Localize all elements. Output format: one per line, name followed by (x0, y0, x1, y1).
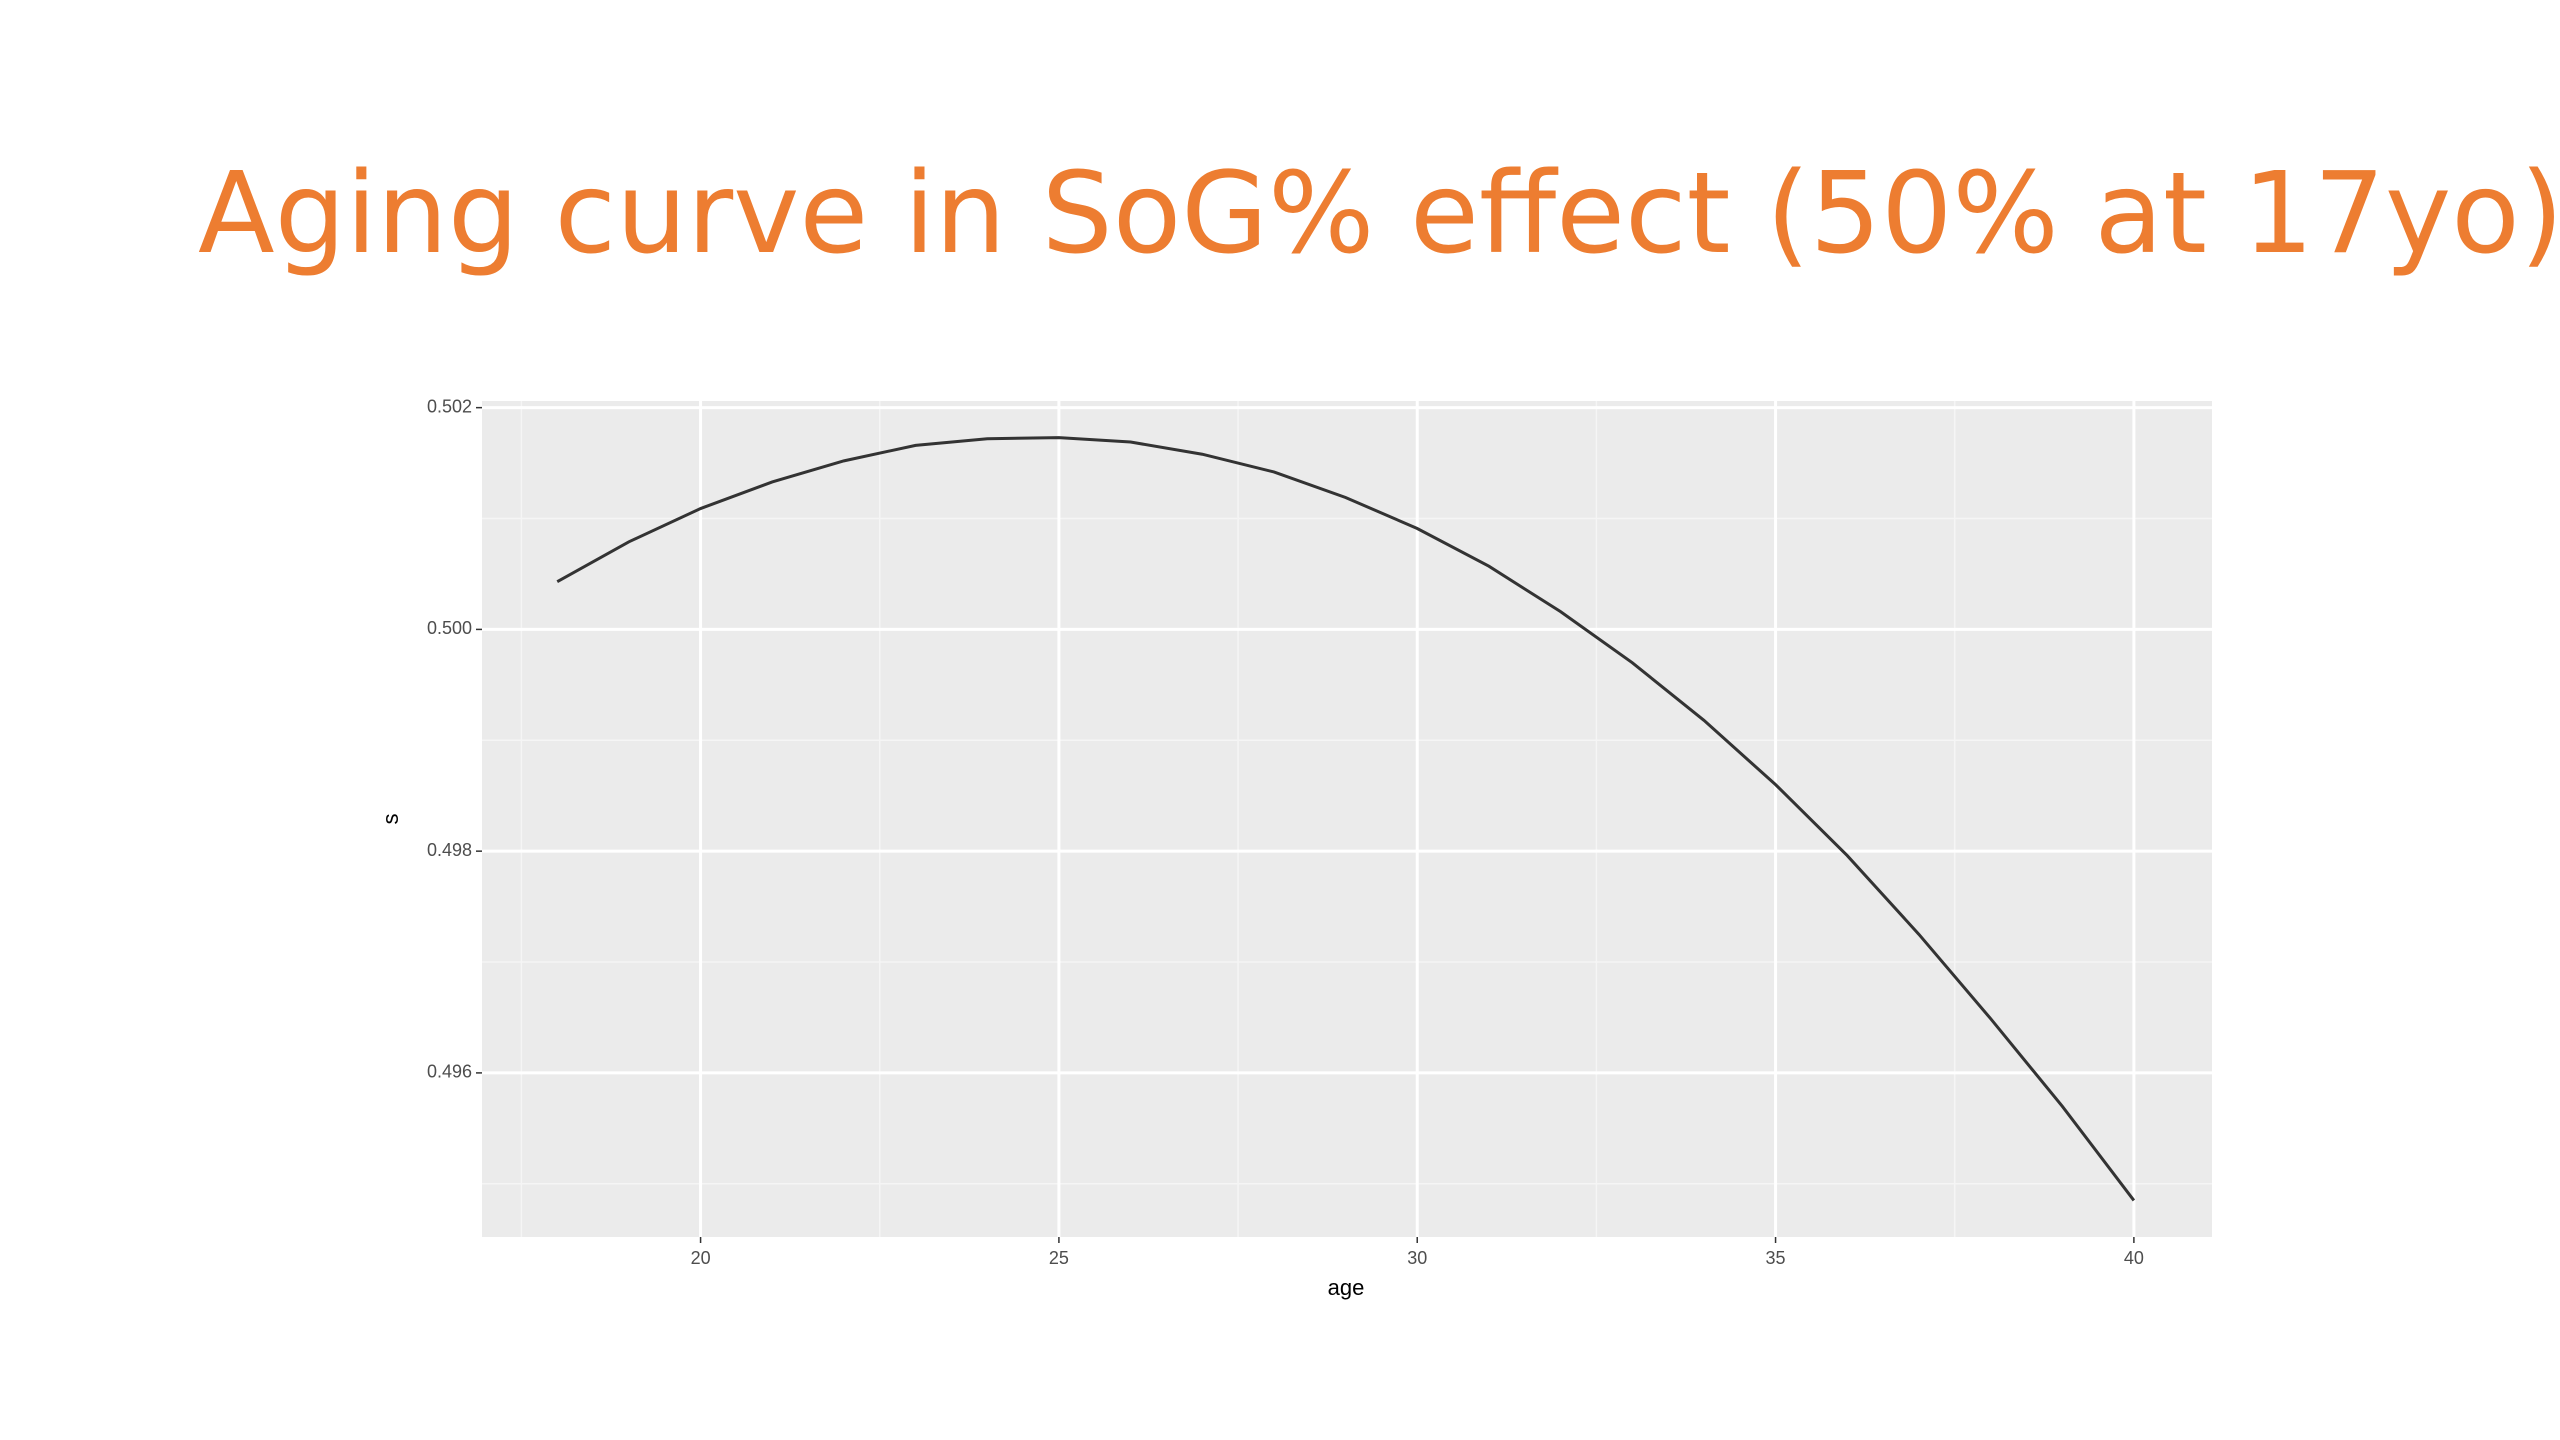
y-tick-label: 0.500 (427, 618, 472, 638)
x-tick-label: 30 (1407, 1248, 1427, 1268)
x-tick-label: 35 (1766, 1248, 1786, 1268)
y-tick-label: 0.496 (427, 1062, 472, 1082)
data-line (556, 436, 2136, 1202)
x-tick-label: 40 (2124, 1248, 2144, 1268)
slide-title: Aging curve in SoG% effect (50% at 17yo) (198, 149, 2560, 279)
x-axis-title: age (1328, 1275, 1365, 1300)
y-tick-label: 0.498 (427, 840, 472, 860)
plot-panel (482, 401, 2212, 1237)
y-tick-label: 0.502 (427, 396, 472, 416)
x-tick-label: 20 (691, 1248, 711, 1268)
y-axis-title: s (378, 814, 403, 825)
x-tick-label: 25 (1049, 1248, 1069, 1268)
